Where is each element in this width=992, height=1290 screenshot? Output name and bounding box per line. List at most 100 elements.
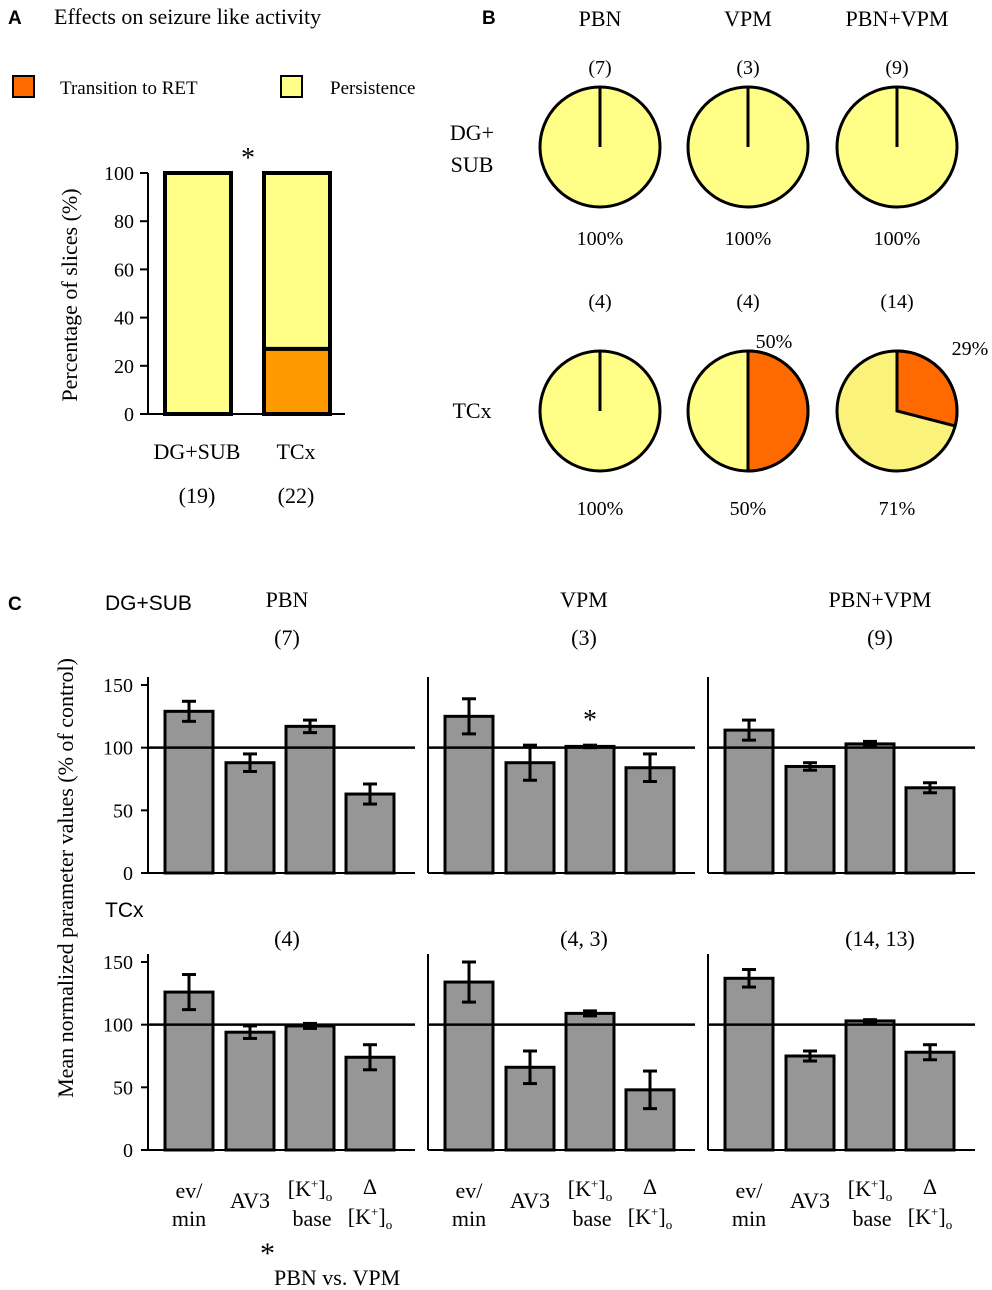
bar-k-base (844, 742, 896, 875)
panel-c-y-ticks: 0 50 100 150 0 50 100 150 (103, 675, 148, 1162)
legend-transition-label: Transition to RET (60, 78, 198, 99)
pie-column-title-pbn-vpm: PBN+VPM (846, 6, 949, 31)
x-label-min: min (172, 1206, 206, 1231)
pie-side-percent-label: 50% (756, 331, 793, 353)
pie-dgsub-pbnvpm: (9) 100% (835, 57, 959, 250)
panel-b: B PBN VPM PBN+VPM DG+ SUB TCx (7)100%(3)… (450, 6, 988, 520)
bar-av3 (784, 1054, 836, 1152)
x-label-k-conc: [K+]o (568, 1176, 612, 1204)
bar-chart-tcx-pbn: (4) (147, 926, 415, 1152)
x-label-delta: Δ (363, 1174, 377, 1199)
pie-row-label-dgsub-line2: SUB (451, 152, 494, 177)
bar-ev-min (443, 980, 495, 1152)
category-count-tcx: (22) (278, 483, 315, 508)
panel-c-column-title: VPM (560, 587, 608, 612)
panel-c-count: (3) (571, 625, 597, 650)
panel-a-bars (163, 171, 332, 416)
panel-c-count: (14, 13) (845, 926, 915, 951)
pie-slice-transition (746, 349, 810, 473)
bar-k-base (844, 1019, 896, 1152)
pie-tcx-vpm: (4) 50% 50% (686, 291, 810, 520)
bar-k-base (284, 1024, 336, 1152)
pie-column-title-pbn: PBN (579, 6, 622, 31)
panel-c-letter: C (8, 594, 22, 615)
bar-delta-k (344, 1055, 396, 1152)
x-label-av3: AV3 (230, 1188, 270, 1213)
bar-av3 (224, 1030, 276, 1152)
bar-chart-tcx-pbnvpm: (14, 13) (707, 926, 975, 1152)
x-label-base: base (852, 1206, 891, 1231)
pie-row-label-tcx: TCx (452, 398, 491, 423)
panel-c-y-tick-label: 150 (103, 952, 133, 974)
bar-chart-dgsub-pbnvpm: PBN+VPM (9) (707, 587, 975, 875)
x-label-k-conc: [K+]o (288, 1176, 332, 1204)
panel-c-y-tick-label: 0 (123, 1140, 133, 1162)
x-label-ev: ev/ (736, 1178, 764, 1203)
bar-delta-k (344, 792, 396, 875)
bar-chart-tcx-vpm: (4, 3) (427, 926, 695, 1152)
panel-c-y-tick-label: 100 (103, 738, 133, 760)
x-label-ev: ev/ (176, 1178, 204, 1203)
panel-c-column-title: PBN (266, 587, 309, 612)
panel-a-y-tick-label: 20 (114, 356, 134, 378)
bar-av3 (784, 764, 836, 875)
bar-delta-k (904, 786, 956, 875)
x-label-delta: Δ (643, 1174, 657, 1199)
pie-count: (3) (736, 57, 759, 79)
panel-a-y-tick-label: 80 (114, 211, 134, 233)
significance-star-c: * (583, 705, 597, 736)
category-label-dgsub: DG+SUB (154, 439, 241, 464)
pie-count: (14) (880, 291, 913, 313)
pie-percent-label: 100% (577, 228, 624, 250)
bar-ev-min (443, 714, 495, 875)
pie-count: (4) (736, 291, 759, 313)
footnote-star: * (260, 1237, 275, 1270)
panel-a-y-tick-label: 100 (104, 163, 134, 185)
panel-c: C DG+SUB TCx Mean normalized parameter v… (8, 587, 975, 1290)
bar-ev-min (163, 990, 215, 1152)
category-count-dgsub: (19) (179, 483, 216, 508)
panel-c-column-title: PBN+VPM (829, 587, 932, 612)
pie-slice-transition (895, 349, 959, 428)
bar-persistence-tcx (262, 171, 332, 351)
bar-persistence-dgsub (163, 171, 233, 416)
bar-ev-min (723, 976, 775, 1152)
bar-delta-k (624, 766, 676, 875)
x-label-delta-k: [K+]o (628, 1204, 672, 1232)
x-label-ev: ev/ (456, 1178, 484, 1203)
significance-star-a: * (241, 143, 255, 174)
pie-count: (4) (588, 291, 611, 313)
pie-row-label-dgsub-line1: DG+ (450, 120, 494, 145)
pie-count: (7) (588, 57, 611, 79)
pie-dgsub-pbn: (7) 100% (538, 57, 662, 250)
panel-c-row-label-tcx: TCx (105, 899, 144, 922)
panel-c-y-tick-label: 50 (113, 800, 133, 822)
pie-percent-label: 100% (874, 228, 921, 250)
panel-c-y-tick-label: 100 (103, 1015, 133, 1037)
pie-percent-label: 50% (730, 498, 767, 520)
panel-a-y-tick-label: 0 (124, 404, 134, 426)
bar-transition-tcx (262, 346, 332, 416)
x-label-delta: Δ (923, 1174, 937, 1199)
bar-k-base (564, 1011, 616, 1152)
panel-a-y-tick-label: 40 (114, 308, 134, 330)
footnote-text: PBN vs. VPM (274, 1265, 400, 1290)
panel-c-count: (4) (274, 926, 300, 951)
pie-percent-label: 71% (879, 498, 916, 520)
bar-k-base (564, 744, 616, 875)
x-label-delta-k: [K+]o (908, 1204, 952, 1232)
panel-b-letter: B (482, 8, 496, 29)
bar-ev-min (163, 709, 215, 875)
pie-dgsub-vpm: (3) 100% (686, 57, 810, 250)
x-label-av3: AV3 (790, 1188, 830, 1213)
panel-c-count: (9) (867, 625, 893, 650)
panel-a: A Effects on seizure like activity Trans… (8, 4, 415, 508)
panel-a-letter: A (8, 8, 22, 29)
pie-side-percent-label: 29% (952, 338, 989, 360)
panel-a-y-tick-label: 60 (114, 259, 134, 281)
panel-c-row-label-dgsub: DG+SUB (105, 592, 192, 615)
